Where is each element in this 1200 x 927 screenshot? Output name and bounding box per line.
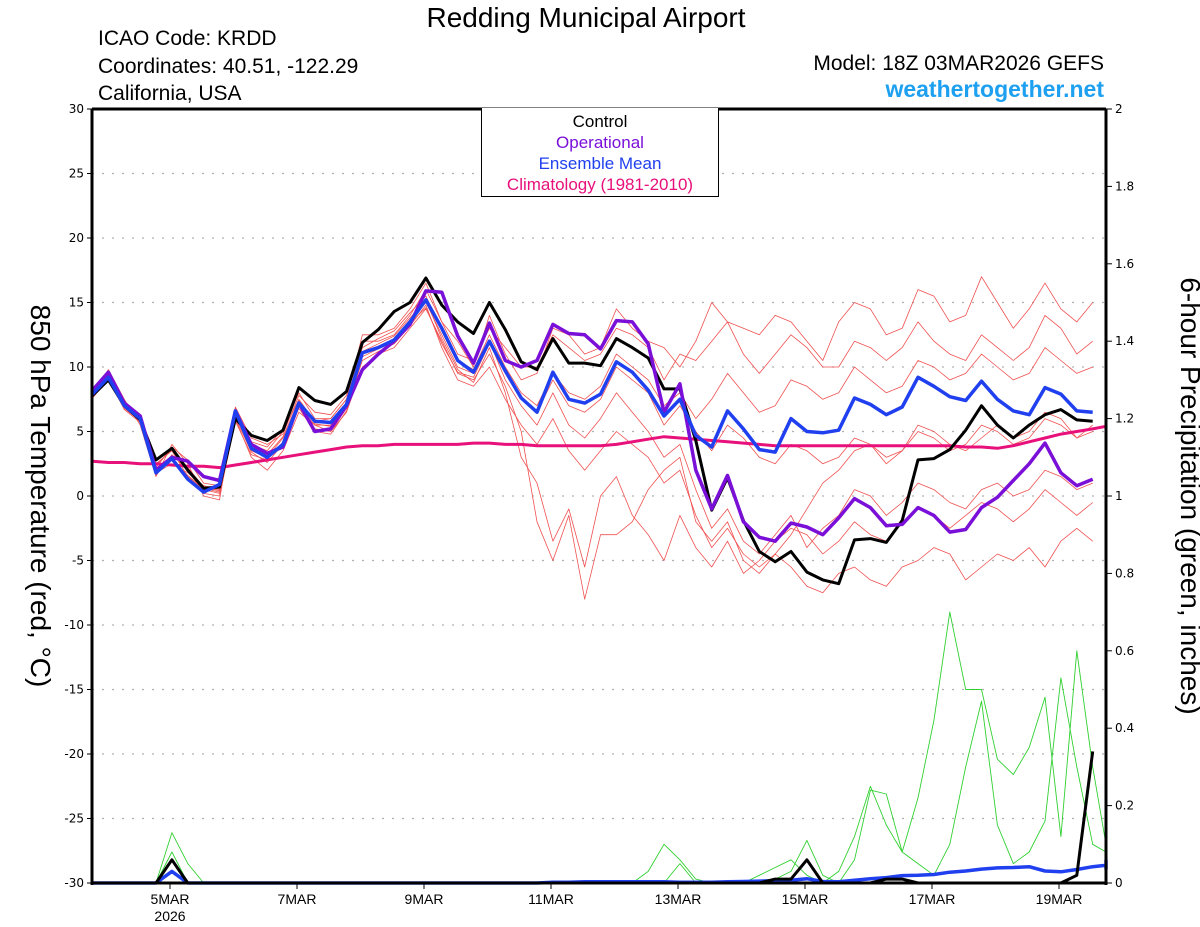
y-tick-label: 15 [69,296,84,310]
region: California, USA [98,82,242,105]
x-tick-label: 5MAR [151,891,190,907]
y-tick-label: -15 [64,683,84,697]
x-tick-label: 19MAR [1036,891,1083,907]
x-tick-label: 9MAR [405,891,444,907]
control-temp-line [91,276,1093,586]
legend: Control Operational Ensemble Mean Climat… [481,108,719,197]
ensemble-member-temp-line [92,289,1093,487]
ensemble-member-temp-line [92,304,1093,568]
y-tick-label: -5 [72,554,84,568]
y-tick-label: 20 [69,231,84,245]
ensemble-member-temp-line [92,295,1093,492]
y-axis-label-left: 850 hPa Temperature (red, °C) [25,304,56,688]
chart-title: Redding Municipal Airport [426,2,746,33]
axes-frame [90,107,1108,885]
x-tick-label: 7MAR [278,891,317,907]
y-tick-label: 25 [69,167,84,181]
y2-tick-label: 1.6 [1115,257,1134,271]
y2-tick-label: 0.8 [1115,566,1134,580]
coordinates: Coordinates: 40.51, -122.29 [98,55,359,78]
ensemble-member-temp-line [92,308,1093,600]
y-tick-label: 10 [69,360,84,374]
axis-ticks: 302520151050-5-10-15-20-25-3021.81.61.41… [64,102,1134,924]
x-tick-label: 13MAR [655,891,702,907]
control-precip-line [92,751,1095,885]
y2-tick-label: 2 [1115,102,1123,116]
climatology-line [92,424,1107,470]
y2-tick-label: 1 [1115,489,1123,503]
x-tick-label: 11MAR [528,891,574,907]
icao-code: ICAO Code: KRDD [98,27,277,50]
legend-ensemble-mean: Ensemble Mean [538,154,662,173]
legend-climatology: Climatology (1981-2010) [506,175,694,194]
y-axis-label-right: 6-hour Precipitation (green, inches) [1175,277,1200,715]
site-link[interactable]: weathertogether.net [885,76,1104,102]
y2-tick-label: 1.2 [1115,412,1134,426]
ensemble-member-precip-line [92,611,1107,884]
gridlines [92,172,1106,820]
y2-tick-label: 0.6 [1115,644,1134,658]
ensemble-mean-precip-line [92,858,1108,885]
y2-tick-label: 1.8 [1115,179,1134,193]
y2-tick-label: 1.4 [1115,334,1134,348]
y-tick-label: 30 [69,102,84,116]
x-tick-label: 17MAR [909,891,956,907]
y-tick-label: -20 [64,747,84,761]
y-tick-label: 5 [76,425,84,439]
legend-control: Control [572,112,628,131]
ensemble-members-precipitation [92,611,1107,884]
y2-tick-label: 0.4 [1115,721,1134,735]
model-run: Model: 18Z 03MAR2026 GEFS [813,52,1104,75]
y-tick-label: 0 [76,489,84,503]
operational-temp-line [91,289,1094,543]
ensemble-member-temp-line [92,307,1093,493]
ensemble-member-temp-line [92,276,1094,501]
x-tick-sublabel: 2026 [154,908,185,924]
y2-tick-label: 0 [1115,876,1123,890]
x-tick-label: 15MAR [782,891,829,907]
main-series [91,276,1108,885]
ensemble-members-temperature [92,276,1094,600]
y2-tick-label: 0.2 [1115,799,1134,813]
y-tick-label: -25 [64,812,84,826]
y-tick-label: -30 [64,876,84,890]
ensemble-member-precip-line [92,677,1107,884]
ensemble-mean-temp-line [91,298,1093,494]
legend-operational: Operational [556,133,644,152]
y-tick-label: -10 [64,618,84,632]
